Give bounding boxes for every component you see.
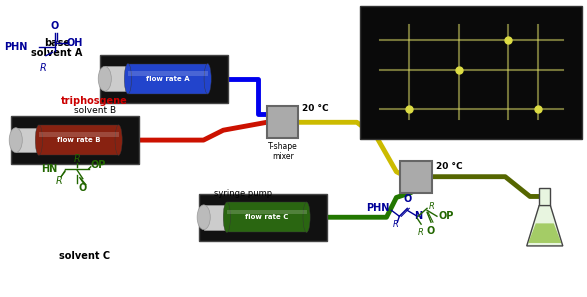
Polygon shape [528,223,561,243]
Ellipse shape [9,128,22,152]
Text: flow rate B: flow rate B [57,137,100,143]
Text: solvent C: solvent C [59,251,110,261]
Text: R: R [56,176,62,186]
Bar [39,132,119,137]
Bar [100,55,228,102]
Bar [198,194,327,241]
Ellipse shape [223,202,231,233]
Text: 20 °C: 20 °C [302,104,329,113]
Ellipse shape [124,64,131,94]
Bar [539,188,551,206]
Ellipse shape [204,64,211,94]
Text: flow rate A: flow rate A [146,76,190,82]
Text: PHN: PHN [366,203,389,213]
Text: N: N [414,211,422,221]
Text: R: R [40,63,46,73]
Ellipse shape [35,125,42,155]
Bar [227,210,306,214]
Text: PHN: PHN [4,42,28,52]
Text: flow rate C: flow rate C [245,214,288,220]
Text: triphosgene: triphosgene [61,96,128,105]
Bar [16,128,38,152]
Text: O: O [403,195,411,204]
Text: HN: HN [41,164,57,174]
Text: solvent A: solvent A [32,48,83,58]
Text: OP: OP [439,211,454,221]
Text: OH: OH [67,38,83,48]
Bar [400,161,432,192]
Polygon shape [527,206,563,246]
Bar [128,71,208,76]
Bar [39,125,119,155]
Text: base: base [44,38,70,48]
Text: O: O [51,21,59,31]
Bar [204,205,225,230]
Bar [128,64,208,94]
Text: solvent B: solvent B [73,106,116,115]
Bar [104,67,127,91]
Text: R: R [393,220,399,229]
Ellipse shape [98,67,112,91]
Ellipse shape [197,205,210,230]
Text: R: R [429,202,435,211]
Bar [360,6,582,139]
Text: O: O [427,226,435,236]
Text: T-shape
mixer: T-shape mixer [268,142,298,162]
Text: OP: OP [91,160,106,170]
Text: 20 °C: 20 °C [436,162,463,171]
Text: R: R [418,228,424,237]
Bar [11,116,139,164]
Bar [227,202,306,233]
Bar [267,106,298,138]
Text: R: R [73,154,80,164]
Ellipse shape [115,125,122,155]
Text: O: O [79,183,87,193]
Text: syringe pump: syringe pump [214,189,272,198]
Ellipse shape [303,202,310,233]
